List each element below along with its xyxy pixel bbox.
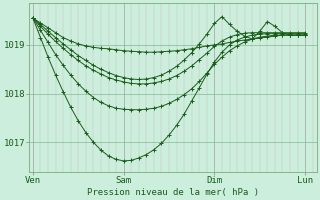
X-axis label: Pression niveau de la mer( hPa ): Pression niveau de la mer( hPa ) <box>87 188 259 197</box>
